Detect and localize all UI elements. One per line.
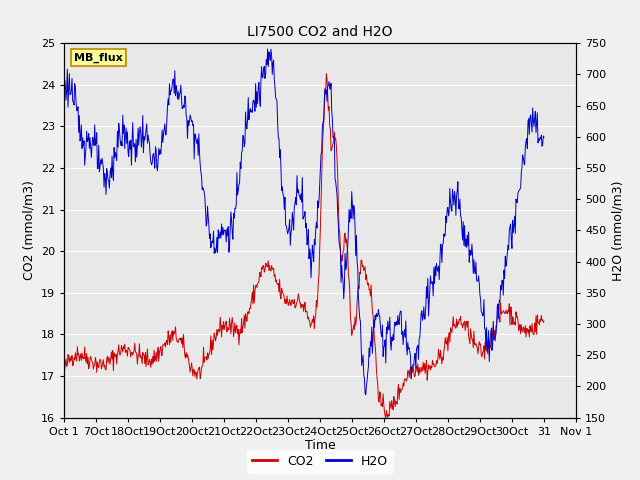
Y-axis label: H2O (mmol/m3): H2O (mmol/m3) [612, 180, 625, 281]
Legend: CO2, H2O: CO2, H2O [247, 450, 393, 473]
Y-axis label: CO2 (mmol/m3): CO2 (mmol/m3) [22, 180, 35, 280]
X-axis label: Time: Time [305, 439, 335, 453]
Title: LI7500 CO2 and H2O: LI7500 CO2 and H2O [247, 25, 393, 39]
Text: MB_flux: MB_flux [74, 53, 123, 63]
